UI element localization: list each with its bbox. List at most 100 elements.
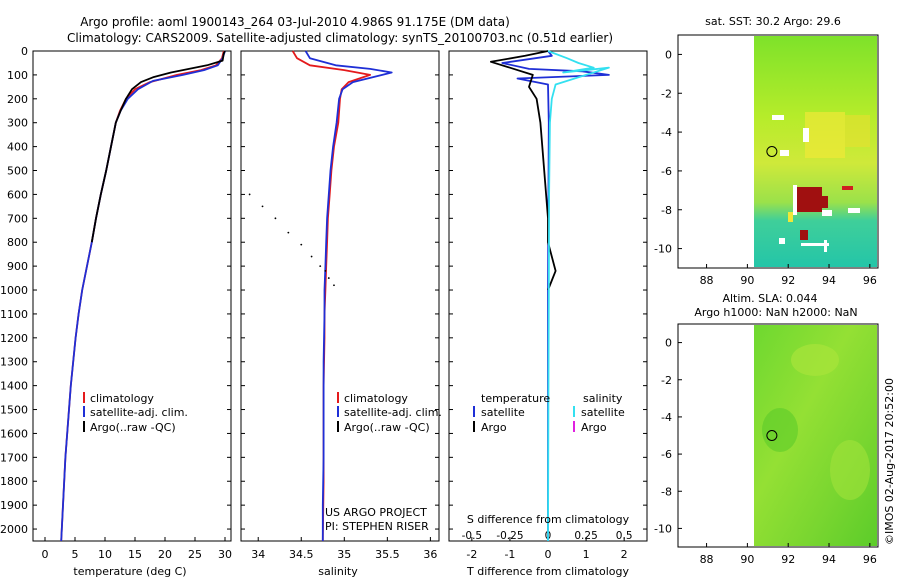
legend-argo: Argo(..raw -QC) — [344, 421, 430, 434]
sst-missing-data — [822, 210, 832, 216]
x-tick-label: 35.5 — [375, 548, 400, 561]
x-tick-label: 20 — [158, 548, 172, 561]
argo-salinity-point — [333, 284, 335, 287]
legend-swatch-t-argo — [473, 421, 475, 432]
x-tick-label: -2 — [466, 548, 477, 561]
y-tick-label: 1600 — [0, 427, 28, 440]
argo-salinity-point — [327, 277, 330, 279]
series-line-satellite — [304, 50, 393, 541]
pi-annotation: PI: STEPHEN RISER — [325, 520, 429, 533]
argo-salinity-point — [324, 270, 327, 272]
lat-tick-label: -8 — [661, 485, 672, 498]
argo-float-marker — [766, 430, 778, 441]
lat-tick-label: 0 — [665, 337, 672, 350]
temperature-xlabel: temperature (deg C) — [73, 565, 186, 578]
argo-salinity-point — [310, 255, 313, 258]
x-tick-label: 25 — [188, 548, 202, 561]
sla-low-patch — [762, 408, 798, 452]
temperature-x-axis: 0 5 10 15 20 25 30 — [42, 537, 232, 561]
y-tick-label: 1400 — [0, 380, 28, 393]
y-tick-label: 2000 — [0, 523, 28, 536]
sst-missing-data — [793, 185, 797, 215]
argo-salinity-point — [248, 193, 251, 196]
y-tick-label: 1000 — [0, 284, 28, 297]
x-tick-label: 0 — [545, 548, 552, 561]
sst-map-title: sat. SST: 30.2 Argo: 29.6 — [705, 15, 841, 28]
lon-tick-label: 90 — [740, 274, 754, 287]
imos-credit: ©IMOS 02-Aug-2017 20:52:00 — [883, 378, 896, 545]
x-tick-label: 0 — [42, 548, 49, 561]
sst-lat-axis: 0 -2 -4 -6 -8 -10 — [654, 48, 682, 256]
salinity-panel — [240, 50, 440, 542]
legend-t-satellite: satellite — [481, 406, 525, 419]
series-line-t-argo — [490, 50, 557, 291]
lon-tick-label: 96 — [863, 274, 877, 287]
series-line-argo — [90, 50, 226, 243]
s-diff-tick-label: 0.5 — [616, 530, 633, 542]
y-tick-label: 600 — [7, 188, 28, 201]
temperature-panel — [32, 50, 232, 542]
lat-tick-label: -2 — [661, 374, 672, 387]
argo-salinity-point — [261, 205, 264, 208]
lat-tick-label: -8 — [661, 204, 672, 217]
depth-axis: 0 100 200 300 400 500 600 700 800 900 1000 1100 1200… — [0, 45, 647, 536]
legend-t-argo: Argo — [481, 421, 507, 434]
sst-lon-axis: 88 90 92 94 96 — [700, 264, 877, 287]
sla-high-patch — [791, 344, 839, 376]
y-tick-label: 700 — [7, 212, 28, 225]
difference-lines — [490, 50, 610, 542]
sla-map-title-2: Argo h1000: NaN h2000: NaN — [694, 306, 857, 319]
sst-missing-data — [803, 128, 809, 142]
sst-warm-patch — [788, 212, 793, 222]
sst-warm-patch — [845, 115, 870, 147]
lon-tick-label: 92 — [781, 274, 795, 287]
lon-tick-label: 96 — [863, 553, 877, 566]
y-tick-label: 500 — [7, 165, 28, 178]
s-diff-tick-label: 0.25 — [574, 530, 597, 542]
s-difference-label: S difference from climatology — [467, 513, 630, 526]
legend-climatology: climatology — [344, 392, 408, 405]
sst-missing-data — [801, 243, 829, 246]
legend-swatch-s-satellite — [573, 406, 575, 417]
legend-swatch-climatology — [337, 392, 339, 403]
difference-legend: temperature salinity satellite Argo sate… — [473, 392, 625, 434]
lat-tick-label: -10 — [654, 522, 672, 535]
sst-missing-data — [772, 115, 784, 120]
x-tick-label: 10 — [98, 548, 112, 561]
y-tick-label: 1700 — [0, 451, 28, 464]
y-tick-label: 900 — [7, 260, 28, 273]
y-tick-label: 100 — [7, 69, 28, 82]
lon-tick-label: 90 — [740, 553, 754, 566]
salinity-legend: climatology satellite-adj. clim. Argo(..… — [337, 392, 442, 434]
y-tick-label: 200 — [7, 93, 28, 106]
legend-satellite: satellite-adj. clim. — [344, 406, 442, 419]
x-tick-label: 1 — [583, 548, 590, 561]
legend-title-salinity: salinity — [583, 392, 623, 405]
y-tick-label: 1100 — [0, 308, 28, 321]
y-tick-label: 400 — [7, 141, 28, 154]
project-annotation: US ARGO PROJECT — [325, 506, 427, 519]
argo-salinity-point — [319, 265, 322, 268]
x-tick-label: 5 — [72, 548, 79, 561]
title-line-2: Climatology: CARS2009. Satellite-adjuste… — [67, 31, 613, 45]
argo-salinity-point — [274, 217, 277, 220]
x-tick-label: -1 — [504, 548, 515, 561]
x-tick-label: 30 — [218, 548, 232, 561]
lat-tick-label: -10 — [654, 243, 672, 256]
temperature-lines — [60, 50, 226, 542]
lat-tick-label: -6 — [661, 448, 672, 461]
legend-s-argo: Argo — [581, 421, 607, 434]
salinity-lines — [248, 50, 393, 542]
lat-tick-label: -4 — [661, 411, 672, 424]
y-tick-label: 0 — [21, 45, 28, 58]
sst-map: 88 90 92 94 96 0 -2 -4 -6 -8 -10 — [654, 34, 879, 287]
difference-xlabel: T difference from climatology — [466, 565, 629, 578]
legend-swatch-climatology — [83, 392, 85, 403]
lon-tick-label: 94 — [822, 553, 836, 566]
y-tick-label: 1800 — [0, 475, 28, 488]
title-line-1: Argo profile: aoml 1900143_264 03-Jul-20… — [80, 15, 510, 29]
legend-s-satellite: satellite — [581, 406, 625, 419]
legend-swatch-satellite — [83, 406, 85, 417]
y-tick-label: 1900 — [0, 499, 28, 512]
